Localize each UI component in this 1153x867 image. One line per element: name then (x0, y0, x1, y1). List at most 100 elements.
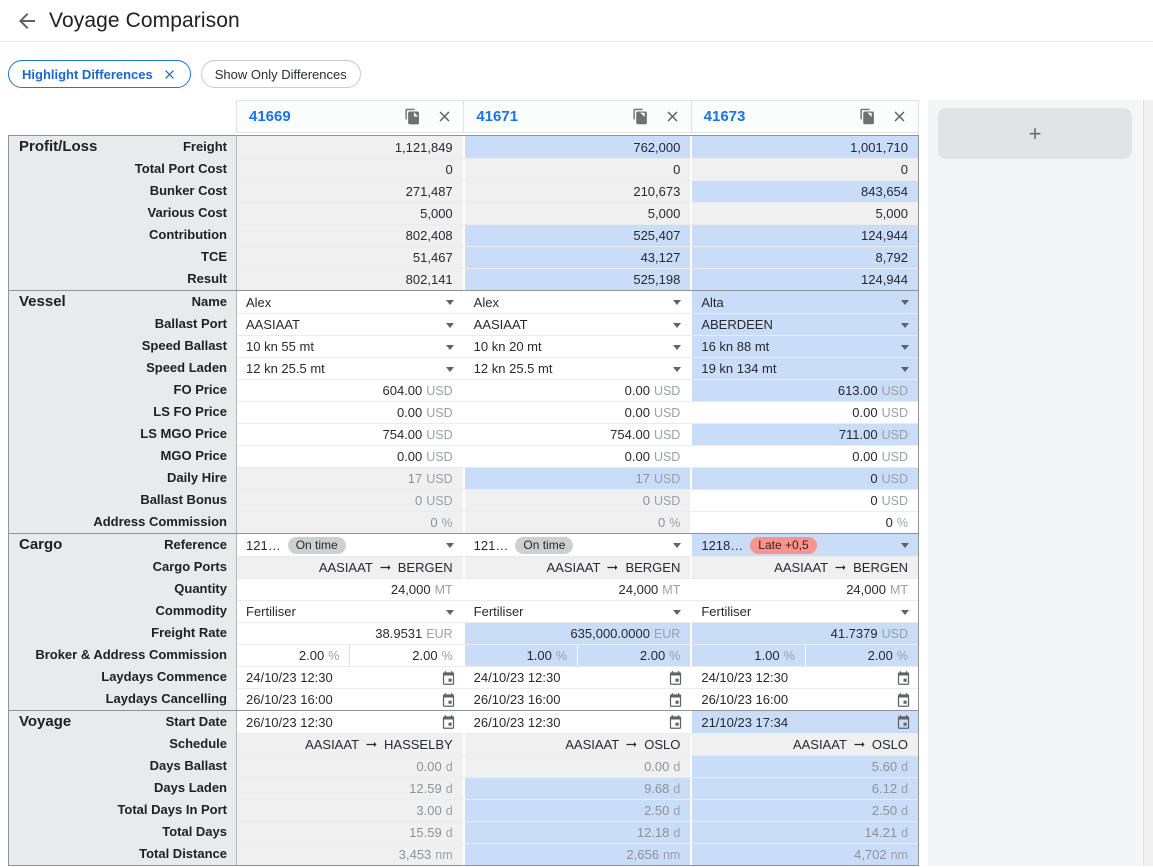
laydays-commence-cell[interactable]: 24/10/23 12:30 (690, 667, 919, 688)
ls-fo-price-cell[interactable]: 0.00 USD (690, 402, 919, 423)
status-badge: Late +0,5 (750, 536, 817, 554)
speed-ballast-cell[interactable]: 16 kn 88 mt (690, 336, 919, 357)
ls-mgo-price-cell[interactable]: 711.00 USD (690, 424, 919, 445)
table-row: Alex Alex Alta (237, 291, 919, 313)
copy-voyage-button[interactable] (404, 108, 421, 125)
speed-ballast-cell[interactable]: 10 kn 55 mt (237, 336, 463, 357)
laydays-commence-cell[interactable]: 24/10/23 12:30 (462, 667, 691, 688)
quantity-cell[interactable]: 24,000 MT (462, 579, 691, 600)
mgo-price-cell[interactable]: 0.00 USD (462, 446, 691, 467)
table-row: 0 USD 0 USD 0 USD (237, 489, 919, 511)
cell-unit: MT (662, 582, 681, 597)
daily-hire-cell: 17 USD (462, 468, 691, 489)
row-label: Days Ballast (149, 758, 227, 773)
close-voyage-button[interactable] (664, 108, 681, 125)
commodity-cell[interactable]: Fertiliser (462, 601, 691, 622)
route-arrow-icon (364, 737, 379, 752)
name-cell[interactable]: Alex (237, 291, 463, 313)
commission-right: 2.00% (577, 645, 690, 666)
freight-rate-cell[interactable]: 41.7379 USD (690, 623, 919, 644)
remove-filter-icon[interactable] (162, 67, 177, 82)
broker-address-commission-cell[interactable]: 2.00% 2.00% (237, 645, 463, 666)
reference-cell[interactable]: 121… On time (237, 534, 463, 556)
cell-unit: % (441, 648, 453, 663)
start-date-cell[interactable]: 21/10/23 17:34 (690, 711, 919, 733)
bunker-cost-cell: 843,654 (690, 181, 919, 202)
cell-value: 17 (635, 471, 650, 486)
speed-laden-cell[interactable]: 12 kn 25.5 mt (462, 358, 691, 379)
copy-voyage-button[interactable] (859, 108, 876, 125)
fo-price-cell[interactable]: 613.00 USD (690, 380, 919, 401)
freight-rate-cell[interactable]: 635,000.0000 EUR (462, 623, 691, 644)
speed-laden-cell[interactable]: 19 kn 134 mt (690, 358, 919, 379)
ballast-port-cell[interactable]: ABERDEEN (690, 314, 919, 335)
ballast-port-cell[interactable]: AASIAAT (237, 314, 463, 335)
close-voyage-button[interactable] (436, 108, 453, 125)
name-cell[interactable]: Alex (462, 291, 691, 313)
row-label: Laydays Commence (101, 669, 227, 684)
quantity-cell[interactable]: 24,000 MT (237, 579, 463, 600)
cell-value: 0.00 (852, 449, 878, 464)
cell-value: 5,000 (420, 206, 453, 221)
date-value: 26/10/23 16:00 (473, 692, 561, 707)
speed-laden-cell[interactable]: 12 kn 25.5 mt (237, 358, 463, 379)
tce-cell: 43,127 (462, 247, 691, 268)
cell-value: 604.00 (382, 383, 423, 398)
laydays-cancelling-cell[interactable]: 26/10/23 16:00 (237, 689, 463, 710)
cell-value: 271,487 (405, 184, 453, 199)
ls-mgo-price-cell[interactable]: 754.00 USD (237, 424, 463, 445)
cell-value: 2.00 (867, 648, 893, 663)
ls-mgo-price-cell[interactable]: 754.00 USD (462, 424, 691, 445)
row-label: FO Price (173, 382, 227, 397)
vertical-scrollbar[interactable] (1143, 100, 1153, 866)
laydays-cancelling-cell[interactable]: 26/10/23 16:00 (462, 689, 691, 710)
cell-unit: d (901, 781, 909, 796)
ballast-bonus-cell: 0 USD (462, 490, 691, 511)
freight-rate-cell[interactable]: 38.9531 EUR (237, 623, 463, 644)
voyage-number-link[interactable]: 41673 (703, 108, 746, 125)
fo-price-cell[interactable]: 604.00 USD (237, 380, 463, 401)
total-distance-cell: 3,453 nm (237, 844, 463, 865)
total-days-cell: 15.59 d (237, 822, 463, 843)
highlight-differences-chip[interactable]: Highlight Differences (8, 60, 191, 88)
speed-ballast-cell[interactable]: 10 kn 20 mt (462, 336, 691, 357)
ballast-port-cell[interactable]: AASIAAT (462, 314, 691, 335)
total-distance-cell: 4,702 nm (690, 844, 919, 865)
mgo-price-cell[interactable]: 0.00 USD (690, 446, 919, 467)
copy-voyage-button[interactable] (632, 108, 649, 125)
close-voyage-button[interactable] (891, 108, 908, 125)
broker-address-commission-cell[interactable]: 1.00% 2.00% (690, 645, 919, 666)
daily-hire-cell[interactable]: 0 USD (690, 468, 919, 489)
start-date-cell[interactable]: 26/10/23 12:30 (462, 711, 691, 733)
add-voyage-button[interactable]: + (938, 108, 1132, 159)
voyage-number-link[interactable]: 41669 (249, 108, 291, 125)
commodity-cell[interactable]: Fertiliser (690, 601, 919, 622)
total-days-in-port-cell: 2.50 d (462, 800, 691, 821)
fo-price-cell[interactable]: 0.00 USD (462, 380, 691, 401)
laydays-cancelling-cell[interactable]: 26/10/23 16:00 (690, 689, 919, 710)
name-cell[interactable]: Alta (690, 291, 919, 313)
show-only-differences-chip[interactable]: Show Only Differences (200, 60, 361, 88)
cell-unit: MT (889, 582, 909, 597)
days-laden-cell: 12.59 d (237, 778, 463, 799)
reference-cell[interactable]: 121… On time (462, 534, 691, 556)
ballast-bonus-cell[interactable]: 0 USD (690, 490, 919, 511)
ls-fo-price-cell[interactable]: 0.00 USD (462, 402, 691, 423)
section-profit-loss: Profit/Loss Freight Total Port Cost Bunker … (8, 135, 919, 291)
reference-cell[interactable]: 1218… Late +0,5 (690, 534, 919, 556)
address-commission-cell[interactable]: 0% (690, 512, 919, 533)
dropdown-caret-icon (673, 323, 682, 328)
commodity-cell[interactable]: Fertiliser (237, 601, 463, 622)
select-value: 12 kn 25.5 mt (473, 361, 553, 376)
broker-address-commission-cell[interactable]: 1.00% 2.00% (462, 645, 691, 666)
back-button[interactable] (15, 9, 39, 33)
start-date-cell[interactable]: 26/10/23 12:30 (237, 711, 463, 733)
row-label: Address Commission (93, 514, 227, 529)
mgo-price-cell[interactable]: 0.00 USD (237, 446, 463, 467)
voyage-number-link[interactable]: 41671 (476, 108, 519, 125)
cell-unit: USD (426, 383, 453, 398)
ls-fo-price-cell[interactable]: 0.00 USD (237, 402, 463, 423)
laydays-commence-cell[interactable]: 24/10/23 12:30 (237, 667, 463, 688)
quantity-cell[interactable]: 24,000 MT (690, 579, 919, 600)
cell-unit: EUR (426, 626, 453, 641)
